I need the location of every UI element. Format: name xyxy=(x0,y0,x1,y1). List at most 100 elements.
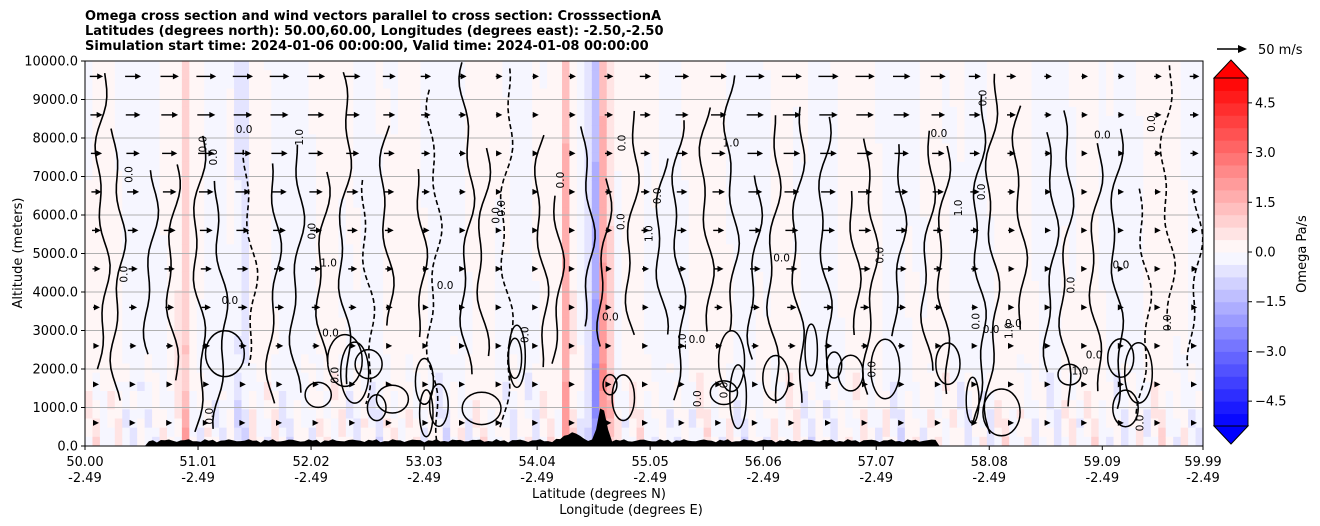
omega-cell xyxy=(509,189,518,200)
omega-cell xyxy=(807,125,817,135)
omega-cell xyxy=(576,354,585,365)
omega-cell xyxy=(137,134,146,145)
omega-cell xyxy=(658,391,667,401)
omega-cell xyxy=(480,436,489,446)
omega-cell xyxy=(763,372,772,383)
omega-cell xyxy=(204,418,213,429)
omega-cell xyxy=(144,97,153,108)
omega-cell xyxy=(927,400,936,410)
omega-cell xyxy=(159,143,168,154)
omega-cell xyxy=(562,79,571,90)
omega-cell xyxy=(502,125,511,135)
omega-cell xyxy=(584,299,593,310)
omega-cell xyxy=(949,180,958,190)
omega-cell xyxy=(837,171,846,181)
omega-cell xyxy=(785,134,794,145)
omega-cell xyxy=(226,88,235,99)
omega-cell xyxy=(912,198,921,209)
omega-cell xyxy=(785,180,794,190)
omega-cell xyxy=(837,372,846,383)
omega-cell xyxy=(822,299,831,310)
omega-cell xyxy=(666,235,675,245)
omega-cell xyxy=(353,354,362,365)
omega-cell xyxy=(450,161,459,172)
omega-cell xyxy=(465,363,474,374)
omega-cell xyxy=(457,235,466,245)
omega-cell xyxy=(152,116,161,126)
omega-cell xyxy=(99,152,108,163)
omega-cell xyxy=(599,125,608,135)
omega-cell xyxy=(159,180,168,190)
omega-cell xyxy=(487,345,496,355)
omega-cell xyxy=(226,189,235,200)
omega-cell xyxy=(658,152,667,163)
omega-cell xyxy=(688,326,697,337)
omega-cell xyxy=(375,372,384,383)
omega-cell xyxy=(606,61,615,71)
omega-cell xyxy=(457,161,466,172)
omega-cell xyxy=(234,326,243,337)
omega-cell xyxy=(427,235,436,245)
omega-cell xyxy=(875,409,884,420)
omega-cell xyxy=(919,253,928,264)
omega-cell xyxy=(85,88,94,99)
omega-cell xyxy=(524,299,533,310)
omega-cell xyxy=(129,317,138,328)
omega-cell xyxy=(286,97,295,108)
omega-cell xyxy=(867,345,876,355)
omega-cell xyxy=(875,308,884,319)
omega-cell xyxy=(964,171,973,181)
omega-cell xyxy=(166,88,176,99)
omega-cell xyxy=(815,79,824,90)
omega-cell xyxy=(234,61,243,71)
omega-cell xyxy=(793,161,802,172)
omega-cell xyxy=(763,106,772,117)
omega-cell xyxy=(897,290,906,300)
omega-cell xyxy=(137,116,146,126)
omega-cell xyxy=(137,290,146,300)
omega-cell xyxy=(919,345,928,355)
omega-cell xyxy=(472,235,481,245)
omega-cell xyxy=(606,363,615,374)
omega-cell xyxy=(666,436,675,446)
omega-cell xyxy=(174,299,183,310)
omega-cell xyxy=(636,152,645,163)
omega-cell xyxy=(144,198,153,209)
omega-cell xyxy=(308,372,317,383)
omega-cell xyxy=(912,262,921,273)
omega-cell xyxy=(554,235,563,245)
omega-cell xyxy=(368,253,377,264)
omega-cell xyxy=(85,336,94,346)
omega-cell xyxy=(942,161,951,172)
omega-cell xyxy=(480,125,489,135)
omega-cell xyxy=(241,363,250,374)
omega-cell xyxy=(942,409,951,420)
omega-cell xyxy=(263,244,272,255)
omega-cell xyxy=(934,326,943,337)
omega-cell xyxy=(144,326,153,337)
omega-cell xyxy=(860,427,869,438)
omega-cell xyxy=(345,372,354,383)
omega-cell xyxy=(718,79,727,90)
omega-cell xyxy=(889,418,899,429)
omega-cell xyxy=(330,226,340,236)
omega-cell xyxy=(785,97,794,108)
omega-cell xyxy=(226,308,235,319)
omega-cell xyxy=(502,70,511,80)
omega-cell xyxy=(755,253,764,264)
omega-cell xyxy=(569,253,578,264)
omega-cell xyxy=(800,391,809,401)
omega-cell xyxy=(166,336,176,346)
omega-cell xyxy=(845,171,854,181)
omega-cell xyxy=(778,363,787,374)
omega-cell xyxy=(122,161,131,172)
omega-cell xyxy=(658,143,667,154)
omega-cell xyxy=(375,97,384,108)
omega-cell xyxy=(301,61,310,71)
omega-cell xyxy=(703,207,712,218)
omega-cell xyxy=(793,317,802,328)
omega-cell xyxy=(957,143,966,154)
omega-cell xyxy=(800,317,809,328)
omega-cell xyxy=(480,372,489,383)
omega-cell xyxy=(166,354,176,365)
